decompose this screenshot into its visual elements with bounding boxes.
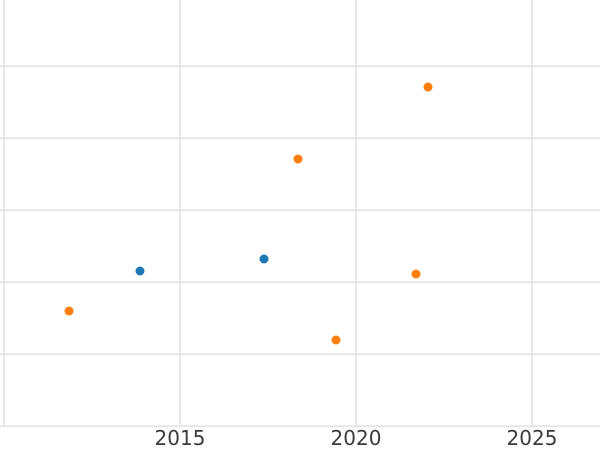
gridline-vertical-2025 [531,0,533,426]
orange-series-point-2 [331,335,341,345]
gridline-horizontal-0 [0,425,600,427]
orange-series-point-4 [423,82,433,92]
gridline-horizontal-2 [0,281,600,283]
x-tick-label-2025: 2025 [506,426,558,450]
orange-series-point-1 [293,154,303,164]
blue-series-point-0 [135,266,145,276]
gridline-vertical-2020 [355,0,357,426]
gridline-horizontal-1 [0,353,600,355]
orange-series-point-0 [64,306,74,316]
gridline-vertical-2015 [179,0,181,426]
gridline-horizontal-4 [0,137,600,139]
orange-series-point-3 [411,269,421,279]
x-tick-label-2015: 2015 [154,426,206,450]
blue-series-point-1 [259,254,269,264]
gridline-horizontal-3 [0,209,600,211]
gridline-horizontal-5 [0,65,600,67]
gridline-vertical-2010 [3,0,5,426]
x-tick-label-2020: 2020 [330,426,382,450]
